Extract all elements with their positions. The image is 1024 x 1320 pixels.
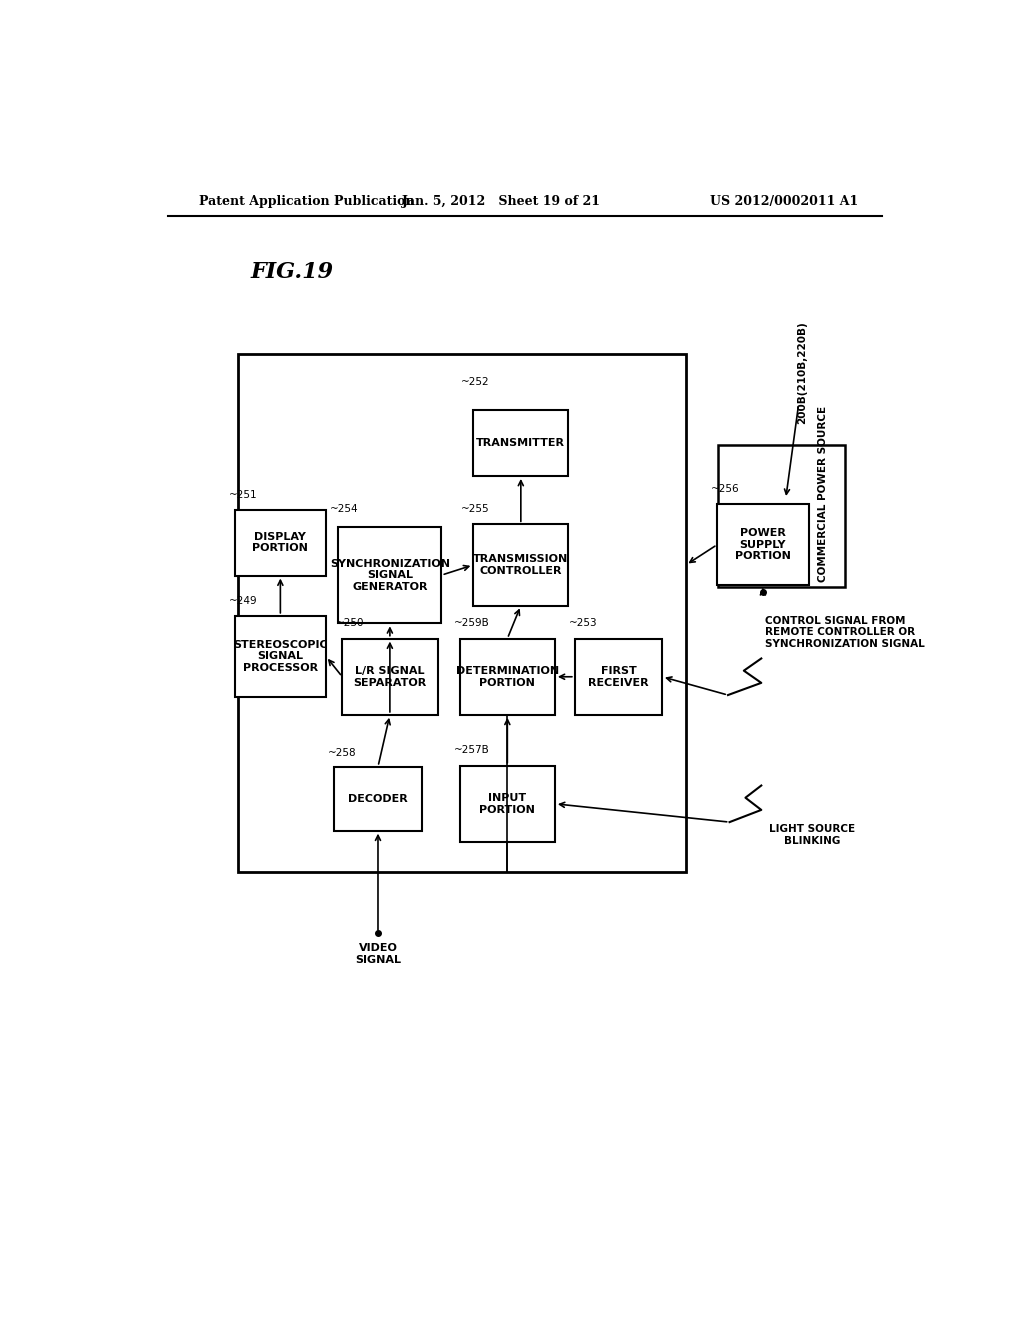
Text: ~251: ~251 — [228, 490, 257, 500]
Bar — [234, 615, 326, 697]
Text: VIDEO
SIGNAL: VIDEO SIGNAL — [355, 942, 401, 965]
Text: DISPLAY
PORTION: DISPLAY PORTION — [253, 532, 308, 553]
Text: LIGHT SOURCE
BLINKING: LIGHT SOURCE BLINKING — [769, 824, 855, 846]
Bar — [473, 411, 568, 477]
Text: US 2012/0002011 A1: US 2012/0002011 A1 — [710, 194, 858, 207]
Text: INPUT
PORTION: INPUT PORTION — [479, 793, 536, 814]
Text: Patent Application Publication: Patent Application Publication — [200, 194, 415, 207]
Text: ~252: ~252 — [461, 378, 489, 387]
Text: TRANSMISSION
CONTROLLER: TRANSMISSION CONTROLLER — [473, 554, 568, 576]
Text: FIRST
RECEIVER: FIRST RECEIVER — [588, 667, 649, 688]
Bar — [342, 639, 437, 715]
Text: ~249: ~249 — [228, 595, 257, 606]
Text: ~257B: ~257B — [454, 744, 489, 755]
Text: ~250: ~250 — [336, 618, 365, 628]
Bar — [473, 524, 568, 606]
Bar — [234, 510, 326, 576]
Bar — [718, 445, 845, 587]
Text: ~254: ~254 — [331, 504, 359, 515]
Text: Jan. 5, 2012   Sheet 19 of 21: Jan. 5, 2012 Sheet 19 of 21 — [401, 194, 600, 207]
Text: ~258: ~258 — [328, 748, 356, 758]
Text: POWER
SUPPLY
PORTION: POWER SUPPLY PORTION — [735, 528, 791, 561]
Bar — [338, 527, 441, 623]
Text: ~259B: ~259B — [454, 618, 489, 628]
Text: L/R SIGNAL
SEPARATOR: L/R SIGNAL SEPARATOR — [353, 667, 427, 688]
Text: STEREOSCOPIC
SIGNAL
PROCESSOR: STEREOSCOPIC SIGNAL PROCESSOR — [233, 640, 328, 673]
Bar — [238, 354, 686, 873]
Text: CONTROL SIGNAL FROM
REMOTE CONTROLLER OR
SYNCHRONIZATION SIGNAL: CONTROL SIGNAL FROM REMOTE CONTROLLER OR… — [765, 615, 925, 649]
Text: SYNCHRONIZATION
SIGNAL
GENERATOR: SYNCHRONIZATION SIGNAL GENERATOR — [330, 558, 450, 591]
Text: 200B(210B,220B): 200B(210B,220B) — [798, 321, 808, 424]
Text: TRANSMITTER: TRANSMITTER — [476, 438, 565, 447]
Bar — [460, 639, 555, 715]
Text: COMMERCIAL POWER SOURCE: COMMERCIAL POWER SOURCE — [818, 407, 828, 582]
Text: ~253: ~253 — [568, 618, 597, 628]
Text: FIG.19: FIG.19 — [251, 261, 334, 284]
Bar — [717, 504, 809, 585]
Text: ~256: ~256 — [712, 484, 740, 494]
Text: DECODER: DECODER — [348, 793, 408, 804]
Bar — [334, 767, 422, 830]
Text: ~255: ~255 — [461, 504, 489, 515]
Text: DETERMINATION
PORTION: DETERMINATION PORTION — [456, 667, 559, 688]
Bar — [460, 766, 555, 842]
Bar — [574, 639, 663, 715]
